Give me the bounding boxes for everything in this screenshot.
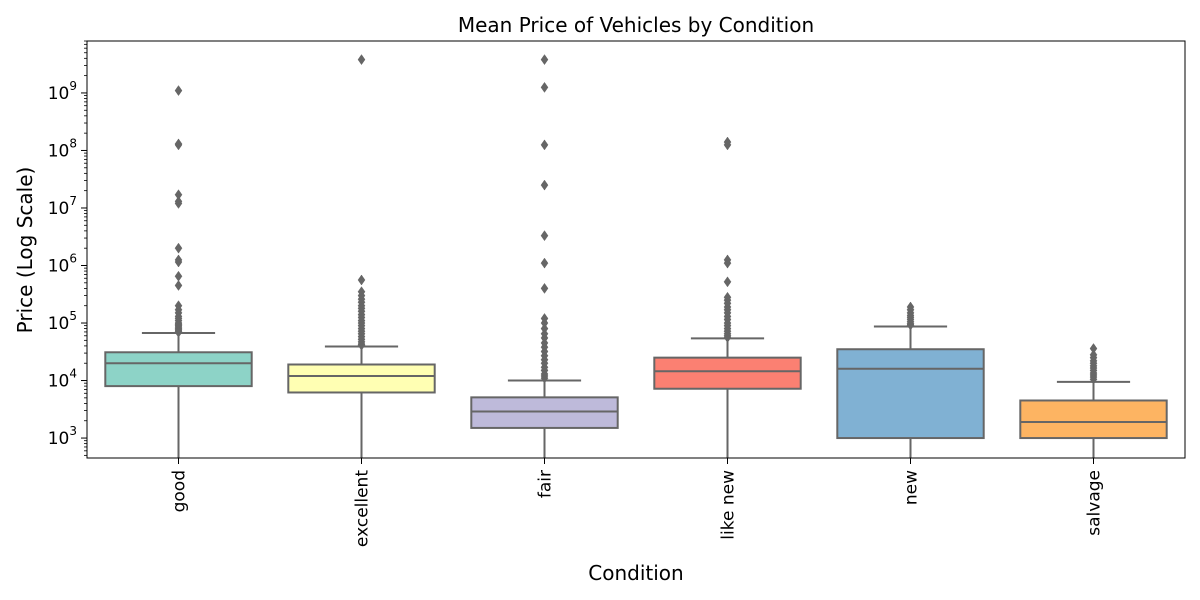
box-iqr (836, 348, 985, 440)
y-tick-label: 104 (48, 367, 77, 392)
chart-title: Mean Price of Vehicles by Condition (458, 13, 814, 37)
plot-area (104, 54, 1168, 458)
x-tick-label: salvage (1085, 470, 1105, 536)
outlier-point (540, 54, 549, 66)
outlier-point (540, 230, 549, 242)
box-new (836, 301, 985, 458)
y-tick-label: 109 (48, 79, 77, 104)
box-iqr (470, 396, 619, 429)
outlier-point (1089, 373, 1098, 385)
outlier-point (174, 256, 183, 268)
outlier-point (540, 139, 549, 151)
outlier-point (723, 257, 732, 269)
box-iqr (1019, 399, 1168, 440)
x-axis-label: Condition (588, 561, 683, 585)
outlier-point (174, 270, 183, 282)
box-iqr (653, 356, 802, 390)
x-tick-label: excellent (353, 470, 373, 547)
box-iqr (104, 351, 253, 388)
y-tick-label: 105 (48, 309, 77, 334)
outlier-point (174, 139, 183, 151)
box-good (104, 85, 253, 458)
box-like-new (653, 136, 802, 458)
y-tick-label: 103 (48, 424, 77, 449)
outlier-point (174, 197, 183, 209)
plot-frame (86, 40, 1186, 459)
outlier-point (723, 332, 732, 343)
y-axis-label: Price (Log Scale) (13, 167, 37, 334)
outlier-point (540, 282, 549, 294)
outlier-point (723, 139, 732, 151)
x-tick-label: good (170, 470, 190, 512)
outlier-point (906, 319, 915, 331)
x-tick-label: like new (719, 470, 739, 540)
y-axis: 103 104 105 106 107 108 109 (48, 40, 87, 456)
outlier-point (174, 242, 183, 254)
outlier-point (174, 280, 183, 291)
y-tick-label: 108 (48, 136, 77, 161)
outlier-point (540, 179, 549, 191)
box-iqr (287, 363, 436, 394)
box-salvage (1019, 343, 1168, 458)
outlier-point (540, 257, 549, 269)
y-tick-label: 107 (48, 194, 77, 219)
x-tick-label: fair (536, 470, 556, 498)
outlier-point (357, 339, 366, 351)
outlier-point (174, 85, 183, 96)
y-tick-label: 106 (48, 251, 77, 276)
x-axis: good excellent fair like new new salvage (170, 458, 1105, 547)
outlier-point (357, 54, 366, 66)
outlier-point (174, 326, 183, 338)
x-tick-label: new (902, 470, 922, 505)
box-fair (470, 54, 619, 458)
outlier-point (540, 81, 549, 93)
outlier-point (540, 372, 549, 384)
box-excellent (287, 54, 436, 458)
outlier-point (723, 276, 732, 288)
outlier-point (357, 274, 366, 286)
